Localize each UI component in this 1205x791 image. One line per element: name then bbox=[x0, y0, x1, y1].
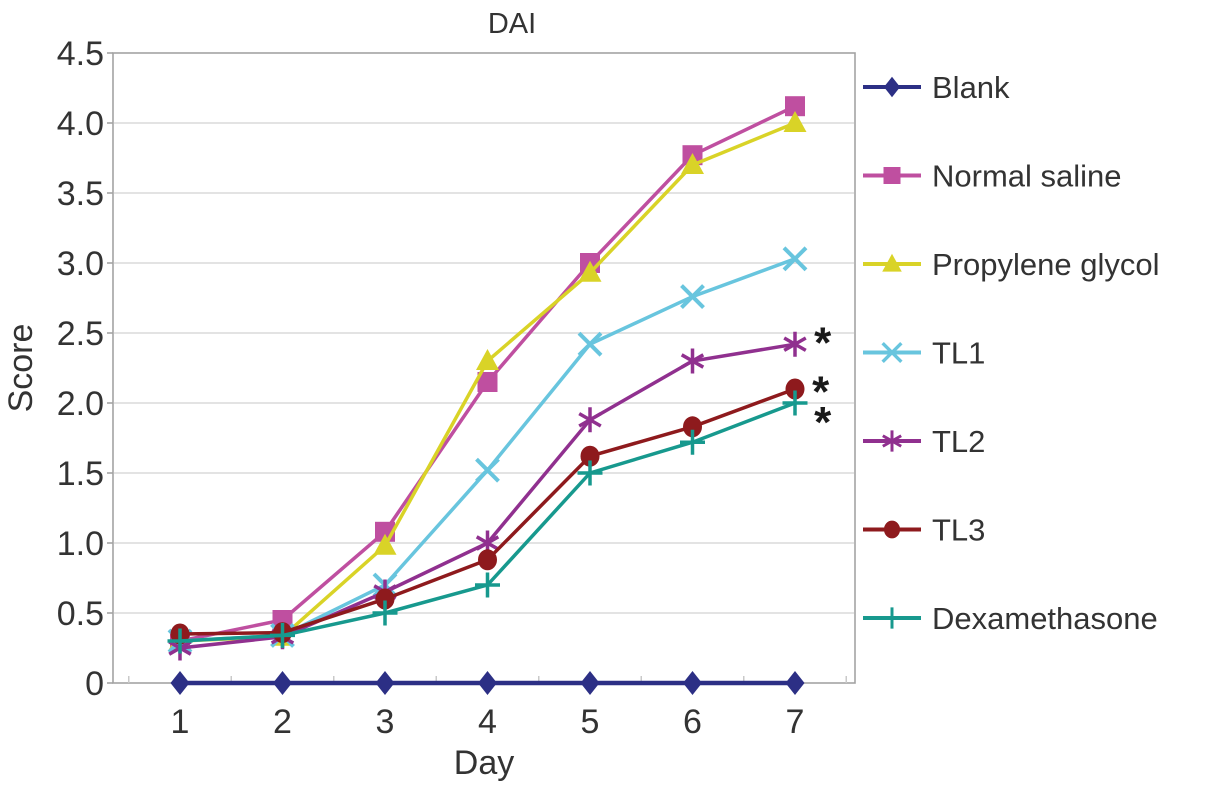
legend-item-blank: Blank bbox=[863, 70, 1010, 105]
legend-item-normal-saline: Normal saline bbox=[863, 159, 1122, 194]
y-tick-label: 2.5 bbox=[57, 315, 104, 353]
y-tick-label: 3.5 bbox=[57, 175, 104, 213]
tick-labels: 4.5 4.0 3.5 3.0 2.5 2.0 1.5 1.0 0.5 0 1 2 3 4 5 6 7 bbox=[57, 35, 805, 741]
x-tick-label: 1 bbox=[171, 703, 190, 741]
legend-label: TL2 bbox=[932, 424, 985, 459]
y-tick-label: 4.5 bbox=[57, 35, 104, 73]
legend-label: Blank bbox=[932, 70, 1010, 105]
significance-asterisk: * bbox=[814, 318, 832, 367]
series-blank bbox=[170, 671, 805, 695]
legend-label: Propylene glycol bbox=[932, 247, 1159, 282]
legend-item-tl3: TL3 bbox=[863, 513, 985, 548]
y-tick-label: 0 bbox=[85, 665, 104, 703]
x-axis-title: Day bbox=[454, 744, 514, 782]
chart-legend: Blank Normal saline Propylene glycol TL1 TL2… bbox=[863, 70, 1159, 636]
y-tick-label: 4.0 bbox=[57, 105, 104, 143]
legend-item-tl2: TL2 bbox=[863, 424, 985, 459]
significance-asterisk: * bbox=[812, 367, 830, 416]
legend-label: TL3 bbox=[932, 513, 985, 548]
y-tick-label: 3.0 bbox=[57, 245, 104, 283]
y-tick-label: 1.5 bbox=[57, 455, 104, 493]
legend-label: Normal saline bbox=[932, 159, 1122, 194]
x-tick-label: 7 bbox=[786, 703, 805, 741]
y-axis-title: Score bbox=[2, 324, 40, 413]
legend-item-dexamethasone: Dexamethasone bbox=[863, 601, 1158, 636]
y-tick-label: 2.0 bbox=[57, 385, 104, 423]
y-tick-label: 1.0 bbox=[57, 525, 104, 563]
legend-label: TL1 bbox=[932, 336, 985, 371]
axis-ticks bbox=[107, 52, 847, 684]
significance-asterisk: * bbox=[814, 398, 832, 447]
x-tick-label: 6 bbox=[683, 703, 702, 741]
x-tick-label: 2 bbox=[273, 703, 292, 741]
plot-area: 4.54.03.53.02.52.01.51.00.501 2 3 4 5 6 7*** bbox=[57, 35, 856, 741]
y-tick-label: 0.5 bbox=[57, 595, 104, 633]
series-dexamethasone bbox=[167, 390, 808, 654]
x-tick-label: 3 bbox=[376, 703, 395, 741]
legend-item-propylene-glycol: Propylene glycol bbox=[863, 247, 1159, 282]
legend-label: Dexamethasone bbox=[932, 601, 1158, 636]
annotations: *** bbox=[812, 318, 832, 447]
chart-title: DAI bbox=[488, 8, 536, 40]
x-tick-label: 4 bbox=[478, 703, 497, 741]
x-tick-label: 5 bbox=[581, 703, 600, 741]
legend-item-tl1: TL1 bbox=[863, 336, 985, 371]
